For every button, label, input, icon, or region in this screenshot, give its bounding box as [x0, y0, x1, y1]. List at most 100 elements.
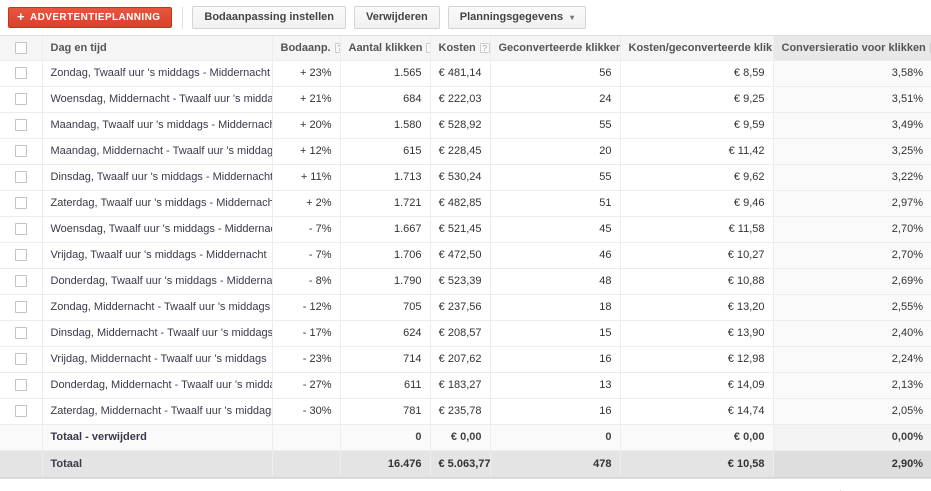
- delete-button[interactable]: Verwijderen: [353, 6, 440, 29]
- cell-converted-clicks: 55: [490, 164, 621, 191]
- row-select-cell[interactable]: [0, 190, 43, 217]
- row-checkbox[interactable]: [14, 197, 27, 210]
- table-row: Dinsdag, Middernacht - Twaalf uur 's mid…: [0, 320, 931, 347]
- row-checkbox[interactable]: [14, 93, 27, 106]
- cell-day-and-time: Zaterdag, Middernacht - Twaalf uur 's mi…: [42, 398, 273, 425]
- row-checkbox[interactable]: [14, 171, 27, 184]
- table-row: Woensdag, Middernacht - Twaalf uur 's mi…: [0, 86, 931, 113]
- row-select-cell[interactable]: [0, 242, 43, 269]
- cell-clicks: 714: [340, 346, 431, 373]
- day-and-time-text: Dinsdag, Middernacht - Twaalf uur 's mid…: [50, 327, 272, 339]
- cell-click-conversion-rate: 2,70%: [773, 242, 931, 269]
- help-icon[interactable]: ?: [426, 42, 429, 53]
- column-header-clicks[interactable]: Aantal klikken?: [340, 36, 431, 61]
- table-row: Vrijdag, Twaalf uur 's middags - Middern…: [0, 242, 931, 269]
- cell-cost-per-converted-click: € 10,88: [620, 268, 774, 295]
- column-header-click-conversion-rate[interactable]: Conversieratio voor klikken?↓: [773, 36, 931, 61]
- row-select-cell[interactable]: [0, 372, 43, 399]
- column-header-day-and-time[interactable]: Dag en tijd: [42, 36, 273, 61]
- cell-cost: € 530,24: [430, 164, 491, 191]
- cell-day-and-time: Zaterdag, Twaalf uur 's middags - Midder…: [42, 190, 273, 217]
- cell-click-conversion-rate: 3,49%: [773, 112, 931, 139]
- help-icon[interactable]: ?: [929, 42, 931, 53]
- cell-cost-per-converted-click: € 13,20: [620, 294, 774, 321]
- cell-converted-clicks: 15: [490, 320, 621, 347]
- cell-day-and-time: Maandag, Middernacht - Twaalf uur 's mid…: [42, 138, 273, 165]
- cell-click-conversion-rate: 2,55%: [773, 294, 931, 321]
- cell-click-conversion-rate: 2,97%: [773, 190, 931, 217]
- row-select-cell[interactable]: [0, 268, 43, 295]
- row-select-cell: [0, 424, 43, 451]
- row-select-cell[interactable]: [0, 320, 43, 347]
- column-label-click-conversion-rate: Conversieratio voor klikken: [781, 41, 926, 54]
- cell-cost: € 472,50: [430, 242, 491, 269]
- table-header-row: Dag en tijd Bodaanp.? Aantal klikken? Ko…: [0, 36, 931, 61]
- cell-converted-clicks: 20: [490, 138, 621, 165]
- toolbar: + ADVERTENTIEPLANNING Bodaanpassing inst…: [0, 0, 931, 35]
- column-label-day-and-time: Dag en tijd: [50, 41, 107, 54]
- row-checkbox[interactable]: [14, 301, 27, 314]
- row-select-cell[interactable]: [0, 216, 43, 243]
- cell-clicks: 624: [340, 320, 431, 347]
- cell-bid-adjustment: + 11%: [272, 164, 341, 191]
- day-and-time-text: Donderdag, Twaalf uur 's middags - Midde…: [50, 275, 272, 287]
- row-select-cell[interactable]: [0, 346, 43, 373]
- cell-converted-clicks: 16: [490, 398, 621, 425]
- cell-cost: € 228,45: [430, 138, 491, 165]
- table-row: Zondag, Twaalf uur 's middags - Midderna…: [0, 60, 931, 87]
- cell-cost-per-converted-click: € 0,00: [620, 424, 774, 451]
- row-checkbox[interactable]: [14, 145, 27, 158]
- column-header-converted-clicks[interactable]: Geconverteerde klikken?: [490, 36, 621, 61]
- cell-cost-per-converted-click: € 14,74: [620, 398, 774, 425]
- row-checkbox[interactable]: [14, 67, 27, 80]
- row-checkbox[interactable]: [14, 379, 27, 392]
- data-table-container: Dag en tijd Bodaanp.? Aantal klikken? Ko…: [0, 35, 931, 479]
- row-select-cell[interactable]: [0, 294, 43, 321]
- cell-click-conversion-rate: 0,00%: [773, 424, 931, 451]
- column-header-cost[interactable]: Kosten?: [430, 36, 491, 61]
- cell-cost: € 222,03: [430, 86, 491, 113]
- row-checkbox[interactable]: [14, 119, 27, 132]
- table-row: Maandag, Middernacht - Twaalf uur 's mid…: [0, 138, 931, 165]
- row-select-cell[interactable]: [0, 164, 43, 191]
- row-checkbox[interactable]: [14, 275, 27, 288]
- row-select-cell[interactable]: [0, 60, 43, 87]
- row-checkbox[interactable]: [14, 353, 27, 366]
- help-icon[interactable]: ?: [479, 42, 489, 53]
- row-select-cell[interactable]: [0, 86, 43, 113]
- cell-bid-adjustment: [272, 450, 341, 478]
- cell-click-conversion-rate: 3,51%: [773, 86, 931, 113]
- select-all-checkbox[interactable]: [14, 41, 27, 54]
- table-body: Zondag, Twaalf uur 's middags - Midderna…: [0, 60, 931, 478]
- totals-row: Totaal 16.476 € 5.063,77 478 € 10,58 2,90%: [0, 450, 931, 478]
- cell-day-and-time: Maandag, Twaalf uur 's middags - Middern…: [42, 112, 273, 139]
- cell-cost: € 482,85: [430, 190, 491, 217]
- cell-cost-per-converted-click: € 9,25: [620, 86, 774, 113]
- table-row: Dinsdag, Twaalf uur 's middags - Middern…: [0, 164, 931, 191]
- cell-cost: € 235,78: [430, 398, 491, 425]
- row-checkbox[interactable]: [14, 223, 27, 236]
- cell-bid-adjustment: - 12%: [272, 294, 341, 321]
- column-header-bid-adjustment[interactable]: Bodaanp.?: [272, 36, 341, 61]
- cell-bid-adjustment: - 30%: [272, 398, 341, 425]
- cell-clicks: 0: [340, 424, 431, 451]
- cell-totals-label: Totaal: [42, 450, 273, 478]
- row-select-cell[interactable]: [0, 138, 43, 165]
- row-select-cell[interactable]: [0, 112, 43, 139]
- cell-clicks: 1.706: [340, 242, 431, 269]
- add-ad-schedule-button[interactable]: + ADVERTENTIEPLANNING: [8, 7, 173, 28]
- row-checkbox[interactable]: [14, 327, 27, 340]
- plus-icon: +: [17, 9, 25, 24]
- column-header-cost-per-converted-click[interactable]: Kosten/geconverteerde klik?: [620, 36, 774, 61]
- select-all-header[interactable]: [0, 36, 43, 61]
- row-select-cell[interactable]: [0, 398, 43, 425]
- set-bid-adjustment-button[interactable]: Bodaanpassing instellen: [192, 6, 346, 29]
- schedule-details-dropdown-button[interactable]: Planningsgegevens ▾: [447, 6, 587, 29]
- row-checkbox[interactable]: [14, 405, 27, 418]
- row-checkbox[interactable]: [14, 249, 27, 262]
- cell-cost-per-converted-click: € 10,27: [620, 242, 774, 269]
- schedule-details-label: Planningsgegevens: [459, 11, 564, 23]
- help-icon[interactable]: ?: [334, 42, 339, 53]
- cell-bid-adjustment: - 8%: [272, 268, 341, 295]
- cell-clicks: 781: [340, 398, 431, 425]
